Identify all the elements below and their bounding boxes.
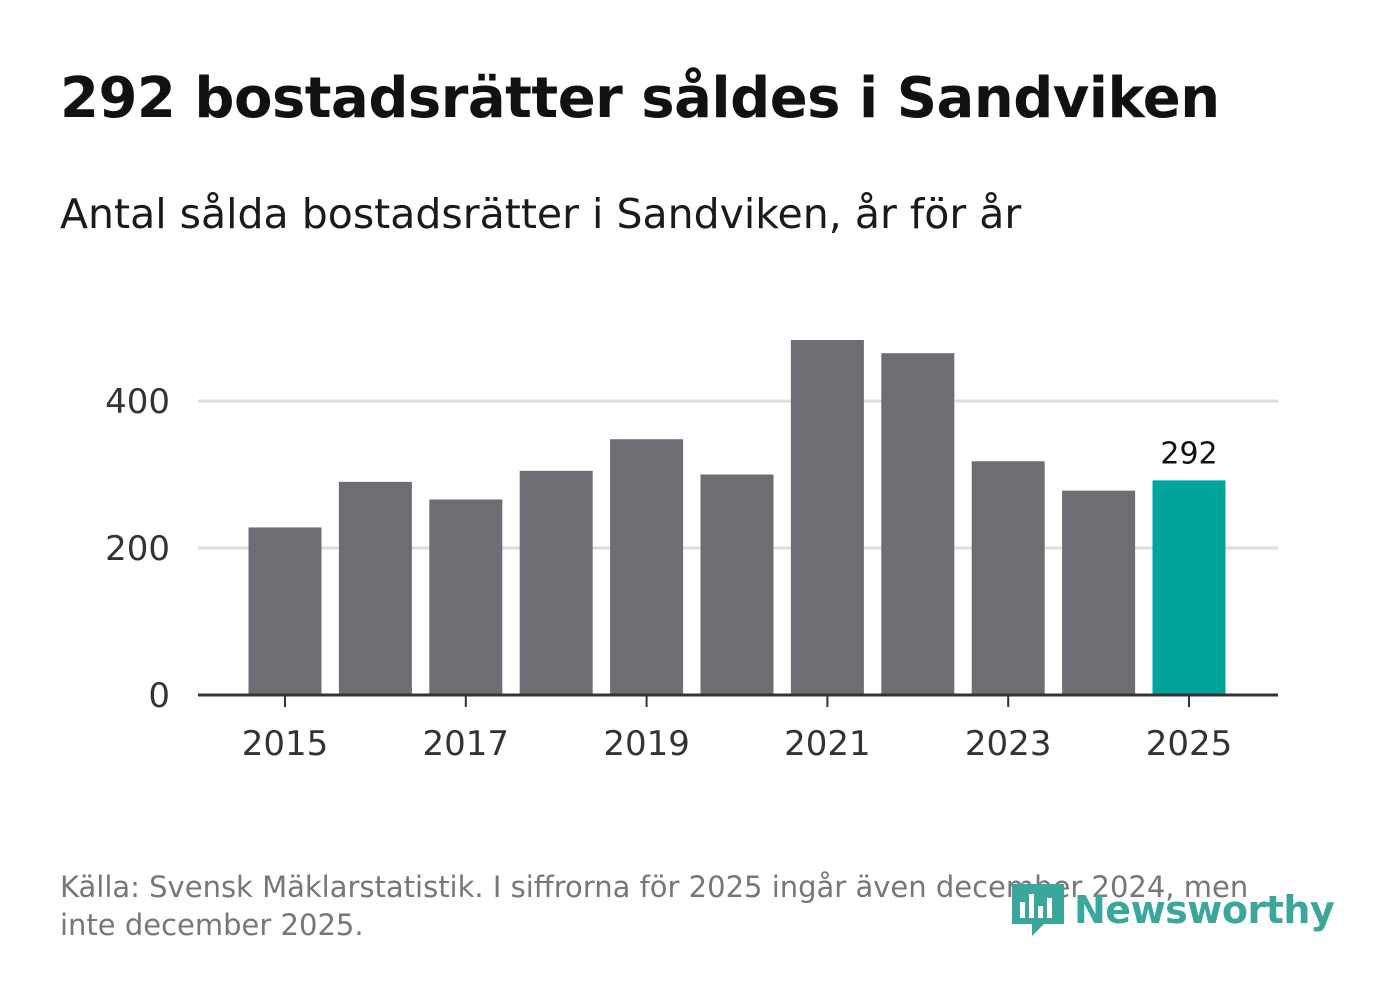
chart-subtitle: Antal sålda bostadsrätter i Sandviken, å… bbox=[60, 190, 1022, 238]
labels: 0 200 400 292 2015 2017 2019 2021 2023 2025 bbox=[105, 382, 1232, 764]
bar-2016 bbox=[338, 481, 412, 695]
chart-title: 292 bostadsrätter såldes i Sandviken bbox=[60, 66, 1220, 131]
y-tick-label-400: 400 bbox=[105, 382, 170, 422]
bar-2023 bbox=[971, 461, 1045, 695]
bar-2024 bbox=[1062, 490, 1136, 695]
y-tick-label-0: 0 bbox=[148, 676, 170, 716]
x-tick-label-2017: 2017 bbox=[423, 724, 510, 764]
x-tick-label-2019: 2019 bbox=[603, 724, 690, 764]
bar-2021 bbox=[790, 339, 864, 695]
x-tick-label-2021: 2021 bbox=[784, 724, 871, 764]
axes bbox=[198, 693, 1278, 707]
bar-2015 bbox=[248, 527, 322, 695]
newsworthy-logo: Newsworthy bbox=[1010, 880, 1335, 940]
x-tick-label-2025: 2025 bbox=[1146, 724, 1233, 764]
brand-name: Newsworthy bbox=[1074, 888, 1335, 932]
x-tick-label-2023: 2023 bbox=[965, 724, 1052, 764]
bar-2020 bbox=[700, 474, 774, 695]
data-label-2025: 292 bbox=[1160, 436, 1217, 471]
bar-2017 bbox=[429, 499, 503, 695]
bar-2025 bbox=[1152, 480, 1226, 695]
y-tick-label-200: 200 bbox=[105, 529, 170, 569]
newsworthy-logo-icon bbox=[1012, 884, 1064, 936]
bars bbox=[248, 339, 1226, 695]
bar-2019 bbox=[610, 439, 684, 695]
x-tick-label-2015: 2015 bbox=[242, 724, 329, 764]
bar-2022 bbox=[881, 353, 955, 695]
bar-2018 bbox=[519, 470, 593, 695]
